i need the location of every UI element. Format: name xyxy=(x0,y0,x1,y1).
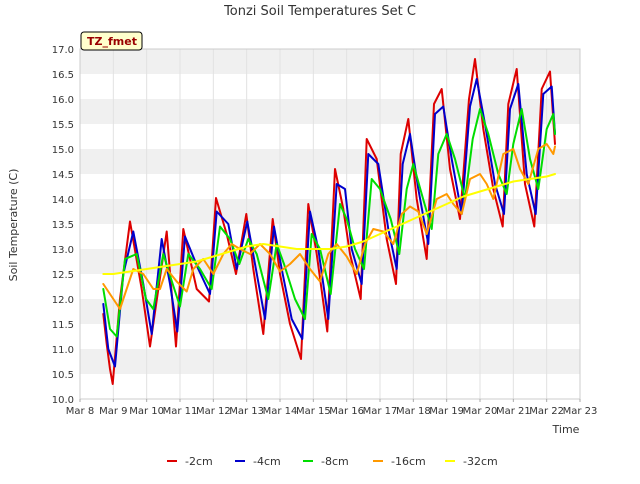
x-tick-label: Mar 21 xyxy=(496,406,531,417)
plot-area-frame xyxy=(79,48,581,400)
background-band xyxy=(80,224,580,249)
y-tick-label: 15.0 xyxy=(52,145,74,156)
legend-label: -32cm xyxy=(463,455,498,468)
x-tick-label: Mar 15 xyxy=(296,406,331,417)
site-badge-text: TZ_fmet xyxy=(87,35,137,48)
y-tick-label: 12.5 xyxy=(52,270,74,281)
x-tick-label: Mar 22 xyxy=(529,406,564,417)
legend: -2cm -4cm -8cm -16cm -32cm xyxy=(167,455,498,468)
series-line-32cmcm xyxy=(102,173,556,275)
series-lines xyxy=(102,58,556,385)
plot-background-bands xyxy=(80,49,580,399)
y-tick-label: 10.5 xyxy=(52,370,74,381)
x-tick-label: Mar 8 xyxy=(66,406,94,417)
series-line-8cmcm xyxy=(102,108,556,338)
x-tick-label: Mar 23 xyxy=(563,406,598,417)
x-tick-label: Mar 20 xyxy=(463,406,498,417)
y-axis-ticks: 10.0 10.5 11.0 11.5 12.0 12.5 13.0 13.5 14.0 14.5… xyxy=(52,45,74,406)
background-band xyxy=(80,124,580,149)
background-band xyxy=(80,324,580,349)
x-tick-label: Mar 11 xyxy=(163,406,198,417)
series-line-16cmcm xyxy=(102,143,556,310)
x-tick-label: Mar 19 xyxy=(429,406,464,417)
series-line-2cmcm xyxy=(102,58,556,385)
x-axis-label: Time xyxy=(552,423,580,436)
background-band xyxy=(80,49,580,74)
series-line-4cmcm xyxy=(102,78,556,368)
y-tick-label: 13.0 xyxy=(52,245,74,256)
x-tick-label: Mar 9 xyxy=(99,406,127,417)
legend-label: -16cm xyxy=(391,455,426,468)
y-tick-label: 11.5 xyxy=(52,320,74,331)
background-band xyxy=(80,99,580,124)
y-tick-label: 13.5 xyxy=(52,220,74,231)
y-tick-label: 16.0 xyxy=(52,95,74,106)
site-badge-box xyxy=(80,31,143,51)
y-tick-label: 14.5 xyxy=(52,170,74,181)
y-tick-label: 15.5 xyxy=(52,120,74,131)
background-band xyxy=(80,74,580,99)
legend-label: -2cm xyxy=(185,455,213,468)
y-axis-label: Soil Temperature (C) xyxy=(7,169,20,282)
x-tick-label: Mar 14 xyxy=(263,406,298,417)
site-badge: TZ_fmet xyxy=(80,31,143,51)
x-tick-label: Mar 18 xyxy=(396,406,431,417)
x-tick-label: Mar 16 xyxy=(329,406,364,417)
legend-label: -4cm xyxy=(253,455,281,468)
y-tick-label: 14.0 xyxy=(52,195,74,206)
x-tick-label: Mar 13 xyxy=(229,406,264,417)
x-tick-label: Mar 10 xyxy=(129,406,164,417)
y-tick-label: 11.0 xyxy=(52,345,74,356)
y-tick-label: 10.0 xyxy=(52,395,74,406)
y-tick-label: 17.0 xyxy=(52,45,74,56)
y-tick-label: 16.5 xyxy=(52,70,74,81)
x-tick-label: Mar 12 xyxy=(196,406,231,417)
chart-title: Tonzi Soil Temperatures Set C xyxy=(223,4,416,19)
background-band xyxy=(80,349,580,374)
y-tick-label: 12.0 xyxy=(52,295,74,306)
background-band xyxy=(80,374,580,399)
x-tick-label: Mar 17 xyxy=(363,406,398,417)
legend-label: -8cm xyxy=(321,455,349,468)
